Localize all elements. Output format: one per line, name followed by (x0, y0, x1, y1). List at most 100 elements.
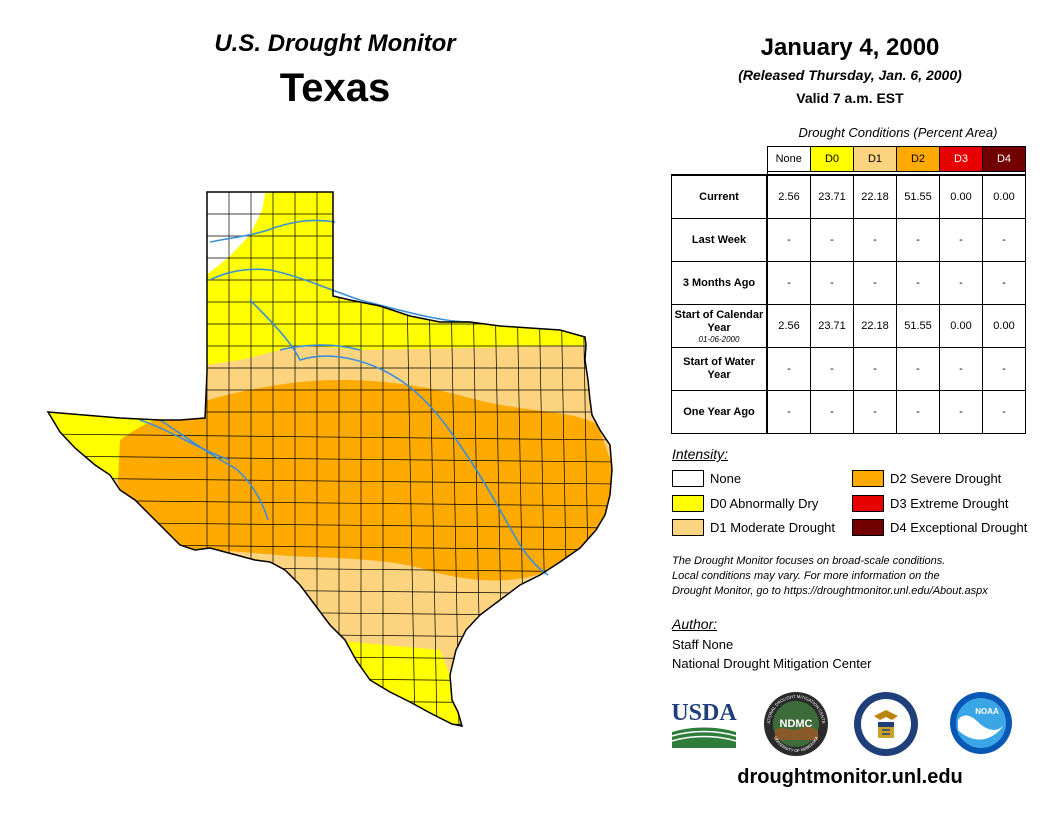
table-cell: 0.00 (982, 174, 1026, 219)
table-cell: - (896, 390, 940, 434)
table-cell: 0.00 (939, 304, 983, 348)
table-cell: - (766, 347, 811, 391)
author-org: National Drought Mitigation Center (672, 656, 872, 671)
map-title: U.S. Drought Monitor (214, 30, 456, 57)
rio-grande-river (139, 419, 231, 461)
row-label: 3 Months Ago (671, 261, 768, 305)
table-cell: - (766, 261, 811, 305)
svg-text:NOAA: NOAA (975, 707, 999, 716)
table-cell: 51.55 (896, 174, 940, 219)
noaa-logo: NOAA (950, 692, 1012, 754)
row-label: Start of Calendar Year 01-06-2000 (671, 304, 768, 348)
row-label-date: 01-06-2000 (698, 334, 740, 344)
table-cell: 22.18 (853, 304, 897, 348)
row-label: Start of Water Year (671, 347, 768, 391)
table-cell: - (853, 218, 897, 262)
table-cell: 0.00 (982, 304, 1026, 348)
table-cell: - (810, 347, 854, 391)
table-cell: - (896, 261, 940, 305)
legend-title: Intensity: (672, 446, 729, 462)
legend-item-d0: D0 Abnormally Dry (672, 495, 818, 512)
table-cell: 0.00 (939, 174, 983, 219)
doc-seal-logo (854, 692, 918, 756)
county-line (48, 675, 612, 683)
legend-swatch-none (672, 470, 704, 487)
col-header-d0: D0 (810, 146, 854, 172)
row-label: One Year Ago (671, 390, 768, 434)
table-corner (672, 147, 768, 172)
author-title: Author: (672, 616, 718, 632)
legend-item-d4: D4 Exceptional Drought (852, 519, 1027, 536)
table-caption: Drought Conditions (Percent Area) (798, 125, 998, 140)
col-header-none: None (766, 146, 811, 172)
note-line-1: The Drought Monitor focuses on broad-sca… (672, 555, 946, 567)
table-row: One Year Ago - - - - - - (671, 390, 1026, 434)
footer-url[interactable]: droughtmonitor.unl.edu (737, 766, 963, 788)
table-cell: - (896, 218, 940, 262)
author-name: Staff None (672, 637, 734, 652)
table-cell: - (810, 390, 854, 434)
row-label-text: Last Week (691, 233, 747, 246)
table-cell: - (766, 390, 811, 434)
valid-time: Valid 7 a.m. EST (796, 90, 904, 106)
table-cell: 23.71 (810, 174, 854, 219)
table-row: Start of Water Year - - - - - - (671, 347, 1026, 391)
table-row: Last Week - - - - - - (671, 218, 1026, 262)
pecos-river (159, 419, 269, 521)
canadian-river (209, 219, 336, 243)
table-cell: - (853, 261, 897, 305)
table-cell: 51.55 (896, 304, 940, 348)
usda-logo: USDA (671, 700, 737, 748)
table-cell: - (810, 261, 854, 305)
table-cell: - (982, 347, 1026, 391)
red-river (209, 268, 471, 323)
state-name: Texas (279, 66, 391, 110)
d2-region (118, 379, 612, 581)
county-line (48, 455, 612, 463)
table-row: Current 2.56 23.71 22.18 51.55 0.00 0.00 (671, 174, 1026, 219)
table-cell: 2.56 (766, 174, 811, 219)
legend-label-d4: D4 Exceptional Drought (890, 520, 1028, 535)
county-line (48, 719, 612, 726)
row-label: Last Week (671, 218, 768, 262)
legend-label-d3: D3 Extreme Drought (890, 496, 1009, 511)
release-date: (Released Thursday, Jan. 6, 2000) (738, 67, 962, 83)
col-header-d4: D4 (982, 146, 1026, 172)
legend-item-d2: D2 Severe Drought (852, 470, 1001, 487)
col-header-d1: D1 (853, 146, 897, 172)
legend-swatch-d2 (852, 470, 884, 487)
table-row: Start of Calendar Year 01-06-2000 2.56 23.7… (671, 304, 1026, 348)
note-line-3: Drought Monitor, go to https://droughtmo… (672, 585, 988, 597)
county-line (48, 477, 612, 485)
drought-conditions-table: None D0 D1 D2 D3 D4 Current 2.56 23.71 22.1… (671, 146, 1026, 434)
table-header-row: None D0 D1 D2 D3 D4 (672, 146, 1026, 172)
table-cell: 23.71 (810, 304, 854, 348)
county-line (48, 653, 612, 661)
brazos-river (249, 299, 549, 576)
table-cell: - (982, 390, 1026, 434)
table-cell: - (853, 347, 897, 391)
table-cell: - (939, 347, 983, 391)
row-label-text: Start of Water Year (683, 356, 755, 381)
rivers (139, 219, 549, 576)
col-header-d2: D2 (896, 146, 940, 172)
legend-item-d1: D1 Moderate Drought (672, 519, 835, 536)
county-line (48, 631, 612, 639)
table-cell: - (896, 347, 940, 391)
ndmc-logo: NATIONAL DROUGHT MITIGATION CENTER UNIVE… (762, 690, 828, 756)
table-row: 3 Months Ago - - - - - - (671, 261, 1026, 305)
legend-swatch-d0 (672, 495, 704, 512)
row-label-text: Start of Calendar Year (674, 308, 764, 334)
col-header-d3: D3 (939, 146, 983, 172)
table-cell: - (982, 261, 1026, 305)
texas-outline (46, 191, 613, 727)
legend-label-d1: D1 Moderate Drought (710, 520, 836, 535)
table-cell: 22.18 (853, 174, 897, 219)
map-date: January 4, 2000 (760, 34, 940, 61)
note-line-2: Local conditions may vary. For more info… (672, 570, 940, 582)
legend-label-d0: D0 Abnormally Dry (710, 496, 819, 511)
row-label-text: One Year Ago (683, 405, 755, 418)
table-cell: - (939, 261, 983, 305)
table-cell: - (853, 390, 897, 434)
